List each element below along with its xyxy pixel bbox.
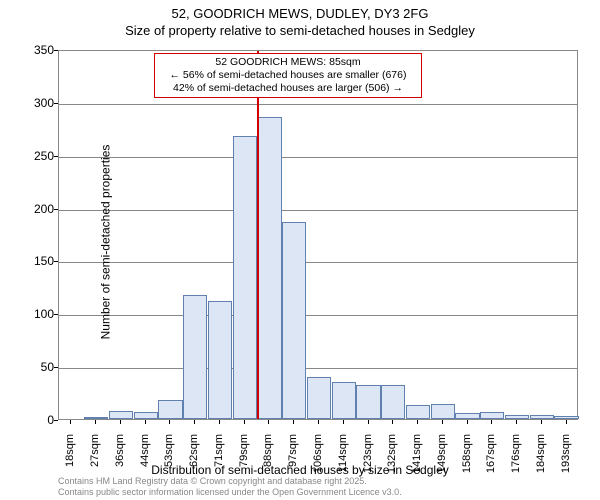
bar (183, 295, 207, 419)
bar (554, 416, 578, 419)
bar (84, 417, 108, 419)
footer-line2: Contains public sector information licen… (58, 487, 402, 498)
y-tick-label: 50 (14, 360, 54, 374)
x-tick-mark (293, 420, 294, 424)
x-tick-mark (169, 420, 170, 424)
x-tick-mark (368, 420, 369, 424)
y-tick-mark (54, 156, 58, 157)
x-tick-mark (516, 420, 517, 424)
y-tick-label: 150 (14, 254, 54, 268)
annotation-line3: 42% of semi-detached houses are larger (… (161, 82, 415, 95)
bar (431, 404, 455, 419)
bar (332, 382, 356, 419)
x-tick-mark (343, 420, 344, 424)
annotation-line2: ← 56% of semi-detached houses are smalle… (161, 69, 415, 82)
chart-title: 52, GOODRICH MEWS, DUDLEY, DY3 2FG (0, 0, 600, 21)
bar (480, 412, 504, 419)
grid-line (59, 262, 577, 263)
bar (109, 411, 133, 419)
y-tick-label: 350 (14, 43, 54, 57)
x-tick-mark (491, 420, 492, 424)
x-tick-mark (417, 420, 418, 424)
marker-line (257, 51, 259, 419)
bar (505, 415, 529, 419)
y-tick-label: 300 (14, 96, 54, 110)
bar (158, 400, 182, 419)
y-tick-mark (54, 50, 58, 51)
annotation-box: 52 GOODRICH MEWS: 85sqm ← 56% of semi-de… (154, 53, 422, 98)
x-tick-mark (145, 420, 146, 424)
bar (381, 385, 405, 419)
x-tick-mark (70, 420, 71, 424)
y-axis-label: Number of semi-detached properties (98, 145, 112, 340)
y-tick-mark (54, 367, 58, 368)
x-axis-label: Distribution of semi-detached houses by … (0, 463, 600, 477)
y-tick-mark (54, 420, 58, 421)
bar (530, 415, 554, 419)
y-tick-mark (54, 103, 58, 104)
footer: Contains HM Land Registry data © Crown c… (58, 476, 402, 498)
y-tick-mark (54, 261, 58, 262)
y-tick-label: 0 (14, 413, 54, 427)
x-tick-mark (541, 420, 542, 424)
x-tick-mark (566, 420, 567, 424)
bar (356, 385, 380, 419)
x-tick-mark (268, 420, 269, 424)
x-tick-mark (442, 420, 443, 424)
bar (455, 413, 479, 419)
x-tick-mark (194, 420, 195, 424)
bar (208, 301, 232, 419)
bar (257, 117, 281, 419)
x-tick-mark (219, 420, 220, 424)
y-tick-mark (54, 209, 58, 210)
bar (307, 377, 331, 419)
grid-line (59, 157, 577, 158)
chart-container: 52, GOODRICH MEWS, DUDLEY, DY3 2FG Size … (0, 0, 600, 500)
x-tick-mark (95, 420, 96, 424)
x-tick-mark (318, 420, 319, 424)
y-tick-label: 250 (14, 149, 54, 163)
y-tick-mark (54, 314, 58, 315)
x-tick-mark (120, 420, 121, 424)
bar (406, 405, 430, 419)
grid-line (59, 104, 577, 105)
bar (282, 222, 306, 419)
bar (233, 136, 257, 419)
bar (134, 412, 158, 419)
annotation-line1: 52 GOODRICH MEWS: 85sqm (161, 56, 415, 69)
x-tick-mark (467, 420, 468, 424)
grid-line (59, 315, 577, 316)
grid-line (59, 368, 577, 369)
y-tick-label: 200 (14, 202, 54, 216)
x-tick-mark (244, 420, 245, 424)
plot-area: 52 GOODRICH MEWS: 85sqm ← 56% of semi-de… (58, 50, 578, 420)
footer-line1: Contains HM Land Registry data © Crown c… (58, 476, 402, 487)
chart-subtitle: Size of property relative to semi-detach… (0, 21, 600, 38)
grid-line (59, 210, 577, 211)
y-tick-label: 100 (14, 307, 54, 321)
x-tick-mark (392, 420, 393, 424)
